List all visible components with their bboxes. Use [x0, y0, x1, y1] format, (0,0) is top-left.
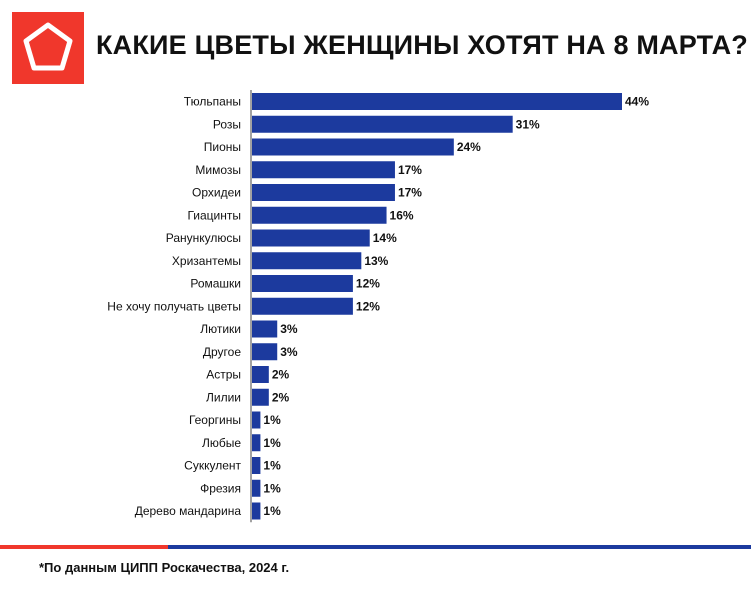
- category-label: Тюльпаны: [184, 95, 241, 109]
- value-label: 14%: [373, 231, 397, 245]
- value-label: 1%: [263, 481, 281, 495]
- bar: [252, 388, 269, 406]
- value-label: 16%: [390, 208, 414, 222]
- bar: [252, 502, 261, 520]
- value-label: 17%: [398, 186, 422, 200]
- bar: [252, 206, 387, 224]
- bar: [252, 343, 278, 361]
- bar: [252, 161, 395, 179]
- category-label: Лилии: [206, 390, 241, 404]
- pentagon-logo-icon: [12, 12, 84, 84]
- value-label: 17%: [398, 163, 422, 177]
- category-label: Суккулент: [184, 459, 241, 473]
- bar: [252, 479, 261, 497]
- divider-blue-segment: [168, 545, 751, 549]
- value-label: 12%: [356, 299, 380, 313]
- category-label: Лютики: [200, 322, 241, 336]
- source-footnote: *По данным ЦИПП Роскачества, 2024 г.: [39, 560, 290, 575]
- divider: [0, 545, 751, 549]
- bar: [252, 411, 261, 429]
- bar: [252, 434, 261, 452]
- category-label: Ранункулюсы: [166, 231, 241, 245]
- value-label: 13%: [364, 254, 388, 268]
- value-label: 12%: [356, 277, 380, 291]
- value-label: 24%: [457, 140, 481, 154]
- value-label: 1%: [263, 413, 281, 427]
- value-label: 31%: [516, 117, 540, 131]
- page-title: КАКИЕ ЦВЕТЫ ЖЕНЩИНЫ ХОТЯТ НА 8 МАРТА?: [96, 30, 748, 60]
- value-label: 1%: [263, 459, 281, 473]
- category-label: Другое: [203, 345, 241, 359]
- value-label: 3%: [280, 345, 298, 359]
- category-label: Астры: [206, 368, 241, 382]
- bar: [252, 115, 513, 133]
- category-label: Орхидеи: [192, 186, 241, 200]
- value-label: 3%: [280, 322, 298, 336]
- category-label: Фрезия: [200, 481, 241, 495]
- value-label: 2%: [272, 390, 290, 404]
- bar: [252, 297, 353, 315]
- value-label: 1%: [263, 436, 281, 450]
- category-label: Ромашки: [190, 277, 241, 291]
- category-label: Дерево мандарина: [135, 504, 242, 518]
- bar: [252, 275, 353, 292]
- bar: [252, 138, 454, 156]
- category-label: Не хочу получать цветы: [107, 299, 241, 313]
- bar: [252, 457, 261, 474]
- value-label: 1%: [263, 504, 281, 518]
- category-label: Гиацинты: [187, 208, 241, 222]
- bar: [252, 252, 362, 270]
- category-label: Пионы: [204, 140, 241, 154]
- divider-red-segment: [0, 545, 168, 549]
- category-label: Любые: [202, 436, 241, 450]
- value-label: 2%: [272, 368, 290, 382]
- category-label: Розы: [213, 117, 241, 131]
- value-label: 44%: [625, 95, 649, 109]
- bar: [252, 93, 622, 110]
- category-label: Мимозы: [195, 163, 241, 177]
- category-label: Георгины: [189, 413, 241, 427]
- bar: [252, 366, 269, 383]
- bar: [252, 184, 395, 201]
- bar: [252, 320, 278, 338]
- category-label: Хризантемы: [172, 254, 241, 268]
- bar: [252, 229, 370, 247]
